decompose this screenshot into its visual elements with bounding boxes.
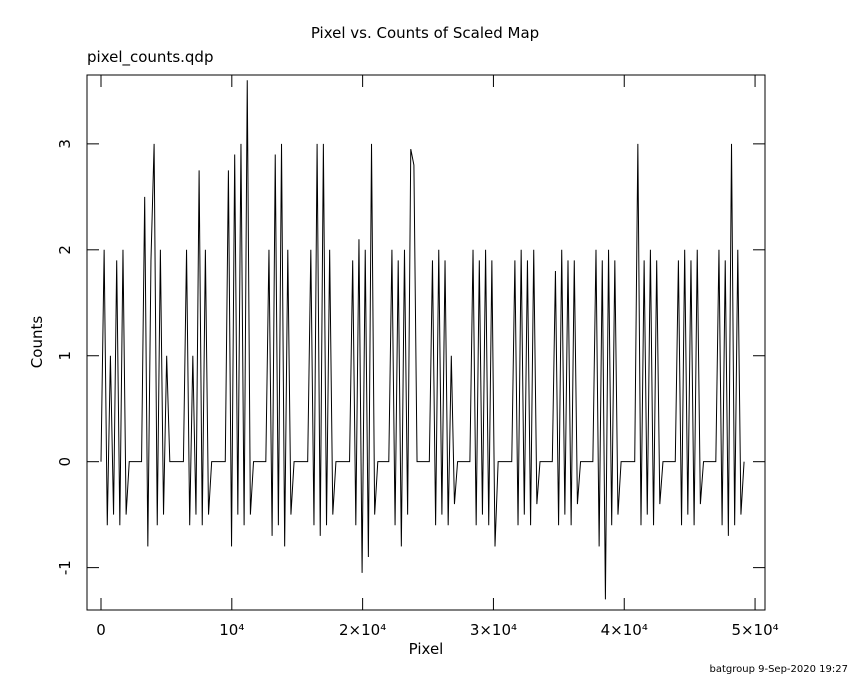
data-line (100, 80, 745, 600)
chart-title: Pixel vs. Counts of Scaled Map (311, 24, 539, 42)
y-axis-label: Counts (28, 316, 46, 369)
x-tick-label: 5×10⁴ (731, 621, 778, 639)
y-tick-label: 2 (56, 245, 74, 255)
chart-subtitle: pixel_counts.qdp (87, 48, 213, 67)
x-axis-label: Pixel (409, 640, 444, 658)
y-tick-label: 1 (56, 351, 74, 361)
x-tick-label: 10⁴ (219, 621, 244, 639)
y-tick-label: 3 (56, 139, 74, 149)
footer: batgroup 9-Sep-2020 19:27 (710, 664, 849, 675)
x-tick-label: 3×10⁴ (470, 621, 517, 639)
plot-frame (86, 74, 766, 611)
x-tick-label: 0 (96, 621, 106, 639)
x-tick-label: 4×10⁴ (601, 621, 648, 639)
y-tick-label: 0 (56, 457, 74, 467)
y-tick-label: -1 (56, 560, 74, 575)
x-tick-label: 2×10⁴ (339, 621, 386, 639)
